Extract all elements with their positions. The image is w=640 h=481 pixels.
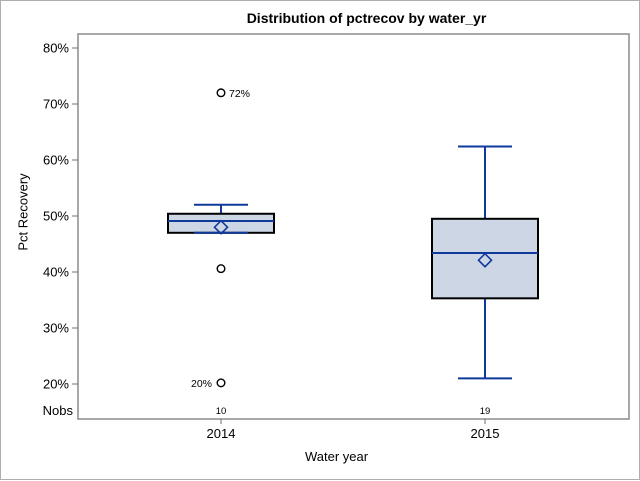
y-tick-label: 20% <box>43 377 69 392</box>
y-tick-label: 50% <box>43 209 69 224</box>
mean-diamond <box>477 252 493 268</box>
y-tick-label: 60% <box>43 153 69 168</box>
nobs-row-label: Nobs <box>42 403 73 418</box>
nobs-value: 19 <box>480 406 491 417</box>
iqr-box <box>167 212 275 234</box>
y-tick-label: 70% <box>43 97 69 112</box>
outlier-label: 72% <box>229 88 250 100</box>
chart-title: Distribution of pctrecov by water_yr <box>246 10 487 26</box>
y-tick-label: 40% <box>43 265 69 280</box>
x-tick-label: 2015 <box>471 426 500 441</box>
outlier-label: 20% <box>191 378 212 390</box>
nobs-value: 10 <box>216 406 227 417</box>
y-tick-label: 80% <box>43 41 69 56</box>
outlier-point <box>216 264 226 274</box>
iqr-box <box>431 217 539 300</box>
mean-diamond <box>213 219 229 235</box>
outlier-point <box>216 378 226 388</box>
y-tick-label: 30% <box>43 321 69 336</box>
x-tick-label: 2014 <box>207 426 236 441</box>
outlier-point <box>216 88 226 98</box>
x-axis-title: Water year <box>304 449 369 464</box>
plot-frame <box>77 33 630 420</box>
